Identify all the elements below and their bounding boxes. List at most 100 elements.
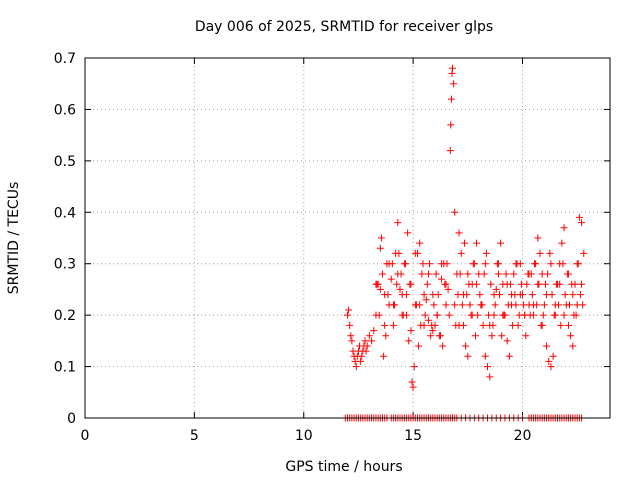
y-axis-label: SRMTID / TECUs	[6, 182, 22, 295]
data-point-plus	[405, 337, 413, 345]
data-point-plus	[557, 321, 565, 329]
data-point-plus	[580, 249, 588, 257]
data-point-plus	[509, 321, 517, 329]
data-point-plus	[486, 321, 494, 329]
data-point-plus	[480, 270, 488, 278]
y-tick-label: 0.4	[54, 205, 76, 221]
y-tick-label: 0.7	[54, 51, 76, 67]
data-point-plus	[575, 213, 583, 221]
data-point-plus	[410, 363, 418, 371]
data-point-plus	[419, 260, 427, 268]
x-tick-label: 10	[295, 428, 313, 444]
data-point-plus	[531, 260, 539, 268]
data-point-plus	[387, 275, 395, 283]
data-point-plus	[459, 291, 467, 299]
data-point-plus	[568, 280, 576, 288]
grid	[85, 58, 610, 418]
data-point-plus	[428, 321, 436, 329]
data-point-plus	[358, 352, 366, 360]
data-point-plus	[432, 270, 440, 278]
data-point-plus	[416, 239, 424, 247]
data-point-plus	[473, 280, 481, 288]
data-point-plus	[550, 311, 558, 319]
data-point-plus	[372, 280, 380, 288]
data-point-plus	[481, 260, 489, 268]
data-point-plus	[491, 301, 499, 309]
data-point-plus	[389, 321, 397, 329]
data-point-plus	[538, 321, 546, 329]
data-point-plus	[499, 311, 507, 319]
data-point-plus	[471, 332, 479, 340]
data-point-plus	[429, 327, 437, 335]
data-point-plus	[455, 321, 463, 329]
y-tick-label: 0.5	[54, 154, 76, 170]
data-point-plus	[536, 249, 544, 257]
data-point-plus	[486, 373, 494, 381]
data-point-plus	[347, 332, 355, 340]
data-point-plus	[572, 311, 580, 319]
data-point-plus	[465, 280, 473, 288]
data-point-plus	[520, 301, 528, 309]
data-point-plus	[420, 321, 428, 329]
data-point-plus	[578, 280, 586, 288]
data-point-plus	[451, 301, 459, 309]
data-point-plus	[420, 291, 428, 299]
data-point-plus	[544, 270, 552, 278]
data-point-plus	[380, 352, 388, 360]
data-point-plus	[576, 291, 584, 299]
data-point-plus	[569, 291, 577, 299]
data-point-plus	[447, 121, 455, 129]
data-point-plus	[578, 219, 586, 227]
data-point-plus	[423, 280, 431, 288]
data-point-plus	[505, 352, 513, 360]
data-point-plus	[421, 311, 429, 319]
x-tick-label: 15	[404, 428, 422, 444]
data-point-plus	[362, 347, 370, 355]
plot-frame	[84, 57, 611, 419]
data-point-plus	[457, 249, 465, 257]
data-point-plus	[466, 301, 474, 309]
data-point-plus	[422, 296, 430, 304]
data-point-plus	[543, 342, 551, 350]
data-point-plus	[352, 363, 360, 371]
data-point-plus	[482, 249, 490, 257]
data-point-plus	[407, 280, 415, 288]
data-point-plus	[370, 327, 378, 335]
data-point-plus	[469, 260, 477, 268]
data-point-plus	[510, 270, 518, 278]
data-point-plus	[558, 239, 566, 247]
data-point-plus	[543, 291, 551, 299]
data-point-plus	[498, 332, 506, 340]
data-point-plus	[492, 285, 500, 293]
data-point-plus	[361, 337, 369, 345]
chart-title: Day 006 of 2025, SRMTID for receiver glp…	[195, 19, 493, 35]
data-point-plus	[384, 291, 392, 299]
data-point-plus	[401, 260, 409, 268]
data-point-plus	[416, 301, 424, 309]
data-point-plus	[394, 270, 402, 278]
y-tick-label: 0.6	[54, 102, 76, 118]
data-point-plus	[547, 260, 555, 268]
data-point-plus	[529, 301, 537, 309]
data-point-plus	[395, 249, 403, 257]
data-point-plus	[503, 280, 511, 288]
data-point-plus	[398, 291, 406, 299]
data-point-plus	[556, 280, 564, 288]
data-point-plus	[494, 270, 502, 278]
data-point-plus	[445, 311, 453, 319]
data-point-plus	[447, 95, 455, 103]
data-point-plus	[436, 332, 444, 340]
x-tick-label: 20	[514, 428, 532, 444]
data-point-plus	[559, 260, 567, 268]
data-points	[341, 64, 588, 422]
data-point-plus	[404, 229, 412, 237]
data-point-plus	[438, 275, 446, 283]
data-point-plus	[517, 280, 525, 288]
data-point-plus	[379, 270, 386, 278]
axis-ticks: 0 5 10 15 20 0 0.1 0.2 0.3 0.4 0.5 0.6 0.7	[54, 51, 610, 444]
data-point-plus	[409, 383, 417, 391]
data-point-plus	[539, 311, 547, 319]
data-point-plus	[426, 260, 434, 268]
data-point-plus	[528, 291, 536, 299]
data-point-plus	[450, 80, 458, 88]
